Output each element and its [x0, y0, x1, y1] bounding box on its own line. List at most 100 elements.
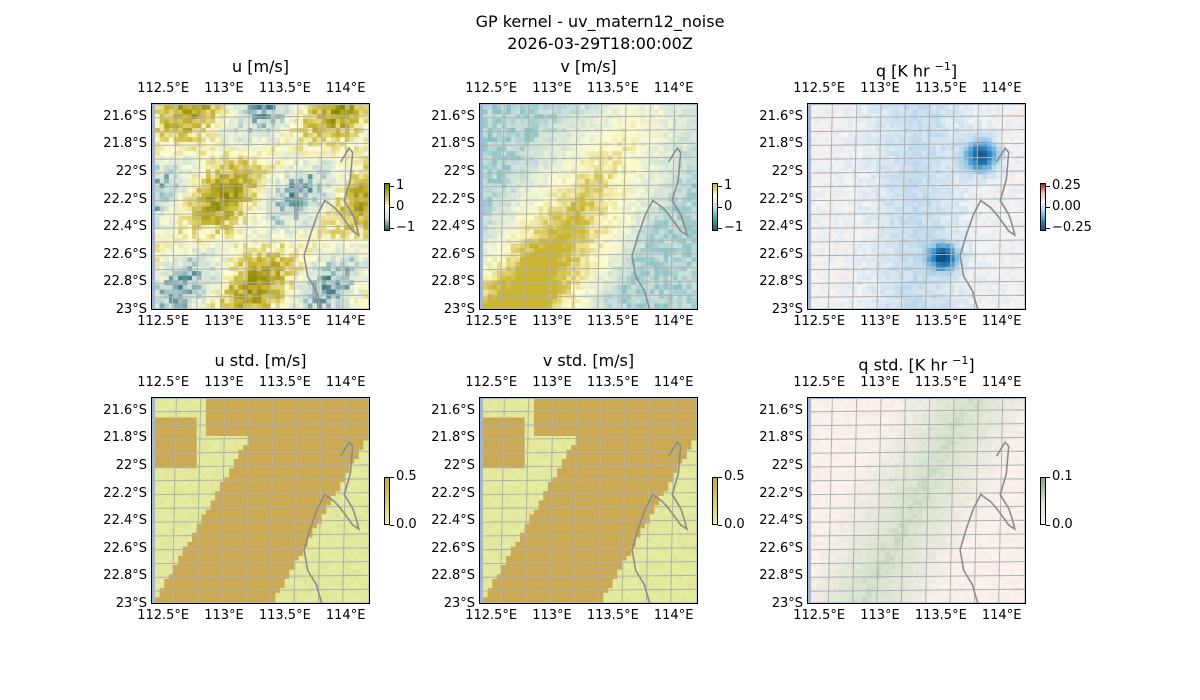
heatmap-cell [270, 174, 276, 180]
heatmap-cell [880, 109, 886, 115]
heatmap-cell [663, 105, 669, 111]
heatmap-cell [617, 109, 623, 115]
heatmap-cell [640, 229, 646, 235]
heatmap-cell [501, 178, 507, 184]
heatmap-cell [261, 188, 267, 194]
heatmap-cell [321, 105, 327, 111]
heatmap-cell [159, 238, 165, 244]
heatmap-cell [973, 128, 979, 134]
heatmap-cell [612, 146, 618, 152]
heatmap-cell [247, 271, 253, 277]
heatmap-cell [178, 174, 184, 180]
heatmap-cell [612, 248, 618, 254]
heatmap-cell [515, 303, 521, 309]
heatmap-cell [621, 146, 627, 152]
heatmap-cell [843, 132, 849, 138]
heatmap-cell [543, 178, 549, 184]
heatmap-cell [617, 289, 623, 295]
heatmap-cell [363, 188, 369, 194]
heatmap-cell [201, 114, 207, 120]
heatmap-cell [496, 151, 502, 157]
heatmap-cell [487, 109, 493, 115]
heatmap-cell [168, 174, 174, 180]
heatmap-cell [496, 271, 502, 277]
heatmap-cell [354, 114, 360, 120]
heatmap-cell [164, 109, 170, 115]
heatmap-cell [1000, 118, 1006, 124]
heatmap-cell [1010, 105, 1016, 111]
heatmap-cell [936, 137, 942, 143]
heatmap-cell [917, 137, 923, 143]
heatmap-cell [691, 243, 697, 249]
heatmap-cell [168, 197, 174, 203]
heatmap-cell [289, 105, 295, 111]
heatmap-cell [931, 109, 937, 115]
heatmap-cell [524, 271, 530, 277]
heatmap-cell [580, 174, 586, 180]
heatmap-cell [168, 261, 174, 267]
heatmap-cell [857, 128, 863, 134]
heatmap-cell [575, 164, 581, 170]
heatmap-cell [838, 146, 844, 152]
heatmap-cell [307, 294, 313, 300]
heatmap-cell [861, 174, 867, 180]
heatmap-cell [164, 118, 170, 124]
heatmap-cell [848, 178, 854, 184]
heatmap-cell [1010, 123, 1016, 129]
heatmap-cell [973, 174, 979, 180]
heatmap-cell [168, 248, 174, 254]
heatmap-cell [501, 197, 507, 203]
heatmap-cell [210, 146, 216, 152]
heatmap-cell [344, 252, 350, 258]
heatmap-cell [663, 238, 669, 244]
heatmap-cell [363, 261, 369, 267]
heatmap-cell [691, 220, 697, 226]
heatmap-cell [270, 229, 276, 235]
heatmap-cell [589, 229, 595, 235]
heatmap-cell [196, 118, 202, 124]
heatmap-cell [959, 109, 965, 115]
heatmap-cell [520, 201, 526, 207]
heatmap-cell [903, 109, 909, 115]
heatmap-cell [219, 284, 225, 290]
heatmap-cell [991, 114, 997, 120]
heatmap-cell [178, 151, 184, 157]
heatmap-cell [894, 118, 900, 124]
heatmap-cell [307, 201, 313, 207]
heatmap-cell [861, 128, 867, 134]
heatmap-cell [330, 146, 336, 152]
heatmap-cell [483, 280, 489, 286]
gridline-lon [499, 104, 505, 309]
heatmap-cell [256, 174, 262, 180]
heatmap-cell [205, 275, 211, 281]
heatmap-cell [838, 183, 844, 189]
heatmap-cell [645, 169, 651, 175]
heatmap-cell [663, 155, 669, 161]
heatmap-cell [603, 303, 609, 309]
heatmap-cell [686, 211, 692, 217]
heatmap-cell [280, 275, 286, 281]
heatmap-cell [344, 284, 350, 290]
heatmap-cell [335, 234, 341, 240]
heatmap-cell [557, 271, 563, 277]
heatmap-cell [1019, 178, 1025, 184]
heatmap-cell [875, 109, 881, 115]
heatmap-cell [506, 261, 512, 267]
heatmap-cell [159, 234, 165, 240]
heatmap-cell [501, 234, 507, 240]
heatmap-cell [312, 141, 318, 147]
heatmap-cell [626, 160, 632, 166]
heatmap-cell [317, 294, 323, 300]
heatmap-cell [168, 271, 174, 277]
heatmap-cell [224, 151, 230, 157]
heatmap-cell [501, 220, 507, 226]
heatmap-cell [205, 243, 211, 249]
heatmap-cell [252, 137, 258, 143]
heatmap-cell [631, 220, 637, 226]
heatmap-cell [506, 109, 512, 115]
heatmap-cell [233, 271, 239, 277]
heatmap-cell [552, 146, 558, 152]
heatmap-cell [533, 220, 539, 226]
heatmap-cell [298, 137, 304, 143]
heatmap-cell [584, 160, 590, 166]
